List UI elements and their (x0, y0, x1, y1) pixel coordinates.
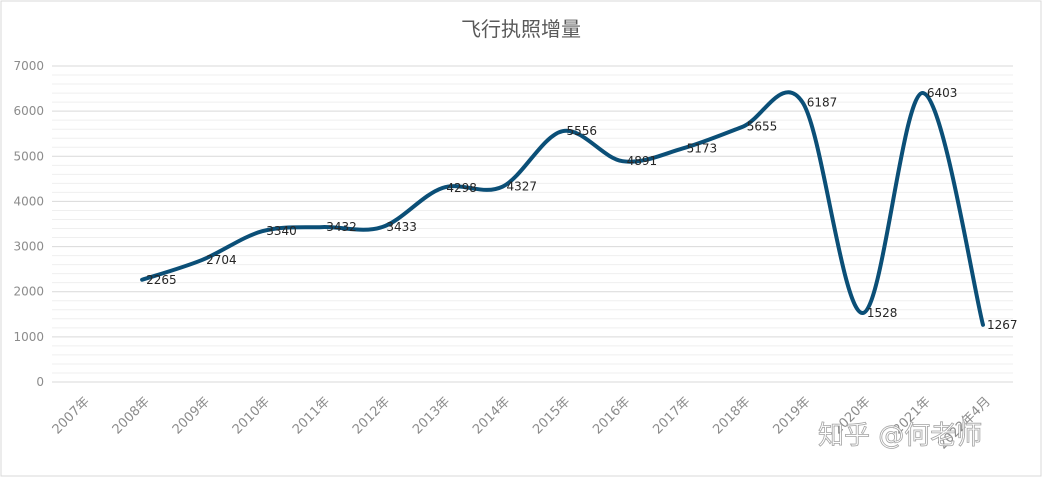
data-label: 2704 (206, 253, 237, 267)
data-label: 6403 (927, 86, 958, 100)
y-axis: 0 1000 2000 3000 4000 5000 6000 7000 (13, 59, 44, 389)
chart-title: 飞行执照增量 (461, 17, 581, 41)
data-label: 3432 (326, 220, 357, 234)
data-label: 6187 (807, 96, 838, 110)
y-tick-label: 0 (36, 375, 44, 389)
series-line (140, 90, 985, 327)
data-label: 5655 (747, 120, 778, 134)
y-tick-label: 4000 (13, 194, 44, 208)
data-label: 4327 (506, 180, 537, 194)
y-tick-label: 1000 (13, 330, 44, 344)
y-tick-label: 6000 (13, 104, 44, 118)
y-tick-label: 5000 (13, 149, 44, 163)
watermark: 知乎 @何老师 (818, 421, 982, 451)
y-tick-label: 3000 (13, 240, 44, 254)
y-tick-label: 7000 (13, 59, 44, 73)
data-label: 5556 (567, 124, 598, 138)
data-label: 1528 (867, 306, 898, 320)
y-tick-label: 2000 (13, 285, 44, 299)
data-label: 2265 (146, 273, 177, 287)
data-label: 1267 (987, 318, 1018, 332)
data-label: 4891 (627, 154, 658, 168)
data-label: 4298 (446, 181, 477, 195)
data-label: 5173 (687, 141, 718, 155)
gridlines (52, 65, 1013, 383)
data-labels: 2265 2704 3340 3432 3433 4298 4327 5556 4891 5173… (146, 86, 1017, 332)
data-label: 3340 (266, 224, 297, 238)
data-label: 3433 (386, 220, 417, 234)
